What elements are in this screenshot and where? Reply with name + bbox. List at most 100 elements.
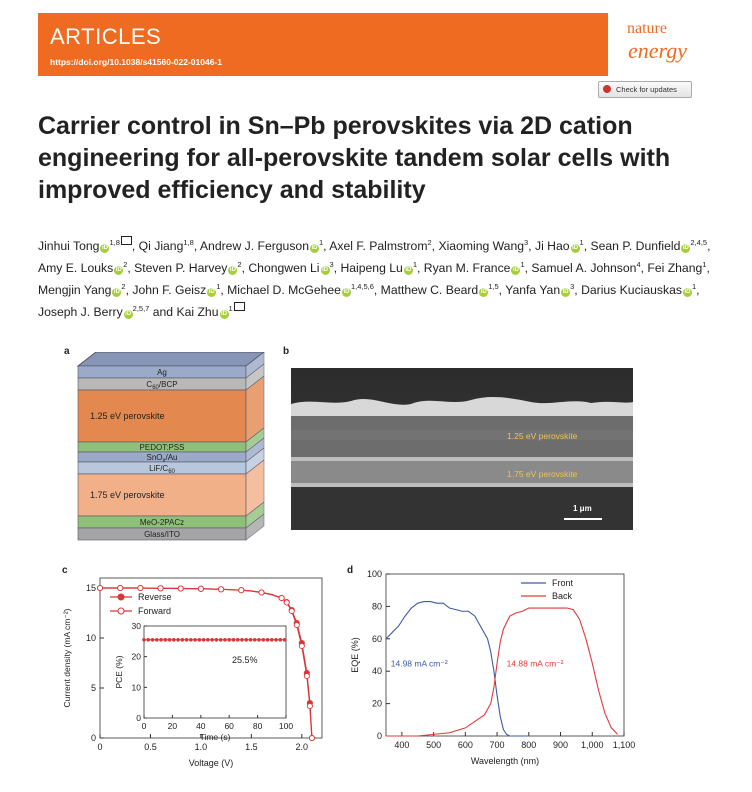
inset-series-point xyxy=(257,638,261,642)
panel-label-a: a xyxy=(64,346,70,357)
author-name[interactable]: Amy E. Louks iD2 xyxy=(38,260,127,275)
inset-y-tick-label: 30 xyxy=(132,621,142,631)
author-list: Jinhui Tong iD1,8, Qi Jiang1,8, Andrew J.… xyxy=(38,236,711,319)
orcid-icon[interactable]: iD xyxy=(310,244,319,254)
series-annotation: 14.98 mA cm⁻² xyxy=(391,658,448,668)
author-name[interactable]: Darius Kuciauskas iD1 xyxy=(581,282,696,297)
stack-layer-side xyxy=(245,513,265,541)
y-tick-label: 60 xyxy=(372,634,382,644)
series-point xyxy=(238,587,245,594)
orcid-icon[interactable]: iD xyxy=(228,265,238,275)
x-tick-label: 1,000 xyxy=(581,740,604,750)
inset-series-point xyxy=(189,638,193,642)
affiliation-sup: 1 xyxy=(520,259,525,269)
orcid-icon[interactable]: iD xyxy=(403,265,413,275)
author-name[interactable]: Michael D. McGehee iD1,4,5,6 xyxy=(227,282,374,297)
inset-series-point xyxy=(150,638,155,642)
doi-link[interactable]: https://doi.org/10.1038/s41560-022-01046… xyxy=(50,57,222,67)
author-name[interactable]: Ryan M. France iD1 xyxy=(424,259,525,275)
orcid-icon[interactable]: iD xyxy=(479,287,489,297)
legend-label: Front xyxy=(552,578,574,588)
author-name[interactable]: Sean P. Dunfield iD2,4,5 xyxy=(590,238,707,254)
series-point xyxy=(177,585,184,592)
series-point xyxy=(258,589,265,596)
author-name[interactable]: Ji Hao iD1 xyxy=(535,238,584,254)
inset-series-point xyxy=(180,638,185,642)
author-name[interactable]: Fei Zhang1 xyxy=(647,260,706,275)
series-point xyxy=(293,621,300,629)
journal-logo[interactable]: nature energy xyxy=(608,13,714,76)
author-name[interactable]: Joseph J. Berry iD2,5,7 xyxy=(38,304,149,319)
orcid-icon[interactable]: iD xyxy=(561,287,571,297)
series-point xyxy=(137,584,144,592)
check-updates-button[interactable]: Check for updates xyxy=(598,81,692,98)
author-name[interactable]: Axel F. Palmstrom2 xyxy=(329,238,432,253)
orcid-icon[interactable]: iD xyxy=(114,265,124,275)
affiliation-sup: 1,8 xyxy=(109,238,120,247)
author-name[interactable]: Chongwen Li iD3 xyxy=(248,259,334,275)
orcid-icon[interactable]: iD xyxy=(570,244,580,254)
series-point xyxy=(278,594,285,602)
legend-marker xyxy=(117,607,125,615)
author-name[interactable]: Matthew C. Beard iD1,5 xyxy=(381,282,499,297)
x-tick-label: 2.0 xyxy=(296,742,309,752)
stack-layer-label: SnOx/Au xyxy=(146,453,177,464)
inset-series-point xyxy=(154,638,159,642)
inset-series-point xyxy=(159,638,163,642)
author-name[interactable]: Jinhui Tong iD1,8 xyxy=(38,236,132,254)
orcid-icon[interactable]: iD xyxy=(681,244,691,254)
author-name[interactable]: Qi Jiang1,8 xyxy=(139,238,194,253)
affiliation-sup: 2 xyxy=(121,281,126,291)
inset-y-label: PCE (%) xyxy=(114,655,124,688)
orcid-icon[interactable]: iD xyxy=(511,265,521,275)
author-name[interactable]: Xiaoming Wang3 xyxy=(438,238,528,253)
affiliation-sup: 1 xyxy=(412,259,417,269)
inset-series-point xyxy=(248,638,253,642)
author-name[interactable]: Mengjin Yang iD2 xyxy=(38,281,126,297)
journal-logo-line2: energy xyxy=(628,38,688,63)
plot-frame xyxy=(385,573,625,737)
author-name[interactable]: Steven P. Harvey iD2 xyxy=(134,259,242,275)
series-point xyxy=(218,586,225,593)
inset-series-point xyxy=(235,638,240,642)
sem-image: 1.25 eV perovskite 1.75 eV perovskite 1 … xyxy=(291,368,633,530)
author-name[interactable]: Yanfa Yan iD3 xyxy=(505,282,574,297)
inset-series-point xyxy=(244,638,249,642)
series-point xyxy=(157,585,164,592)
inset-series-point xyxy=(184,638,189,642)
inset-series-point xyxy=(265,638,270,642)
orcid-icon[interactable]: iD xyxy=(112,287,122,297)
affiliation-sup: 1 xyxy=(579,238,584,247)
orcid-icon[interactable]: iD xyxy=(207,287,217,297)
email-icon[interactable] xyxy=(120,236,132,246)
email-icon[interactable] xyxy=(233,301,245,311)
inset-annotation: 25.5% xyxy=(232,655,258,665)
author-name[interactable]: John F. Geisz iD1 xyxy=(132,281,221,297)
author-name[interactable]: Andrew J. Ferguson iD1 xyxy=(200,238,323,254)
orcid-icon[interactable]: iD xyxy=(123,309,133,319)
x-tick-label: 1.0 xyxy=(195,742,208,752)
plot-frame xyxy=(99,577,323,739)
stack-layer-label: 1.25 eV perovskite xyxy=(90,411,165,421)
author-name[interactable]: and Kai Zhu iD1 xyxy=(153,301,245,319)
orcid-icon[interactable]: iD xyxy=(320,265,330,275)
label-rest: /BCP xyxy=(159,380,178,389)
author-text: Darius Kuciauskas xyxy=(581,282,682,297)
inset-y-tick-label: 0 xyxy=(136,713,141,723)
crossmark-icon xyxy=(603,85,611,93)
orcid-icon[interactable]: iD xyxy=(219,309,229,319)
orcid-icon[interactable]: iD xyxy=(683,287,692,297)
affiliation-sup: 1 xyxy=(216,281,221,291)
affiliation-sup: 2 xyxy=(427,238,432,247)
affiliation-sup: 2 xyxy=(237,259,242,269)
author-name[interactable]: Haipeng Lu iD1 xyxy=(340,259,417,275)
orcid-icon[interactable]: iD xyxy=(100,244,110,254)
x-tick-label: 1,100 xyxy=(613,740,636,750)
author-name[interactable]: Samuel A. Johnson4 xyxy=(531,260,640,275)
affiliation-sup: 3 xyxy=(329,259,334,269)
orcid-icon[interactable]: iD xyxy=(341,287,351,297)
series-point xyxy=(288,607,295,615)
series-point xyxy=(298,642,305,650)
author-text: Samuel A. Johnson xyxy=(531,260,637,275)
inset-series-point xyxy=(218,638,223,642)
